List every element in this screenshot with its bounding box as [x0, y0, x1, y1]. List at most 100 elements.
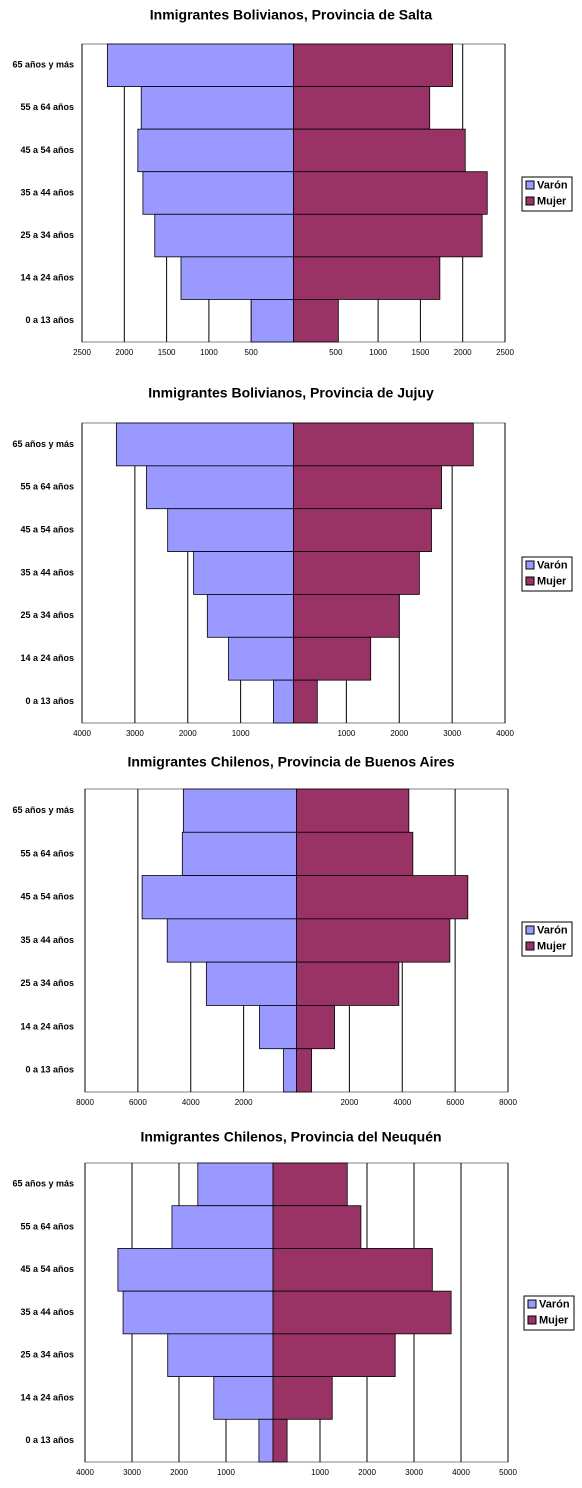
x-tick-label: 3000	[405, 1468, 423, 1477]
x-tick-label: 4000	[76, 1468, 94, 1477]
x-tick-label: 6000	[446, 1098, 464, 1107]
x-tick-label: 4000	[182, 1098, 200, 1107]
bar	[272, 1376, 333, 1420]
bar	[296, 875, 469, 920]
y-tick-label: 45 a 54 años	[20, 145, 74, 155]
bar	[293, 86, 431, 130]
legend-label: Mujer	[537, 575, 567, 587]
y-tick-label: 0 a 13 años	[25, 1435, 74, 1445]
bar	[293, 171, 488, 215]
y-tick-label: 45 a 54 años	[20, 525, 74, 535]
legend-label: Varón	[537, 179, 568, 191]
chart-title: Inmigrantes Chilenos, Provincia del Neuq…	[140, 1129, 441, 1145]
bar	[272, 1418, 288, 1463]
bar	[293, 508, 432, 552]
bar	[228, 636, 294, 681]
bar	[272, 1205, 362, 1249]
bar	[206, 594, 294, 638]
chart: Inmigrantes Chilenos, Provincia de Bueno…	[12, 754, 573, 1107]
legend-label: Varón	[537, 559, 568, 571]
y-tick-label: 14 a 24 años	[20, 273, 74, 283]
y-tick-label: 35 a 44 años	[20, 1307, 74, 1317]
bar	[272, 1248, 433, 1292]
y-tick-label: 0 a 13 años	[25, 1065, 74, 1075]
x-tick-label: 4000	[452, 1468, 470, 1477]
x-tick-label: 1000	[337, 729, 355, 738]
bar	[293, 465, 442, 510]
x-tick-label: 3000	[126, 729, 144, 738]
bar	[296, 788, 410, 833]
bar	[283, 1048, 297, 1093]
bar	[293, 636, 372, 681]
bar	[171, 1205, 274, 1249]
x-tick-label: 2000	[115, 348, 133, 357]
bar	[106, 43, 294, 87]
x-tick-label: 8000	[499, 1098, 517, 1107]
legend-box	[521, 176, 573, 212]
chart-title: Inmigrantes Chilenos, Provincia de Bueno…	[127, 754, 454, 770]
y-tick-label: 65 años y más	[12, 1179, 74, 1189]
bar	[213, 1376, 274, 1420]
legend-box	[521, 556, 573, 592]
y-tick-label: 55 a 64 años	[20, 1221, 74, 1231]
chart: Inmigrantes Chilenos, Provincia del Neuq…	[12, 1129, 575, 1477]
y-tick-label: 25 a 34 años	[20, 610, 74, 620]
x-tick-label: 2500	[73, 348, 91, 357]
x-tick-label: 1500	[158, 348, 176, 357]
y-tick-label: 35 a 44 años	[20, 187, 74, 197]
x-tick-label: 500	[245, 348, 259, 357]
x-tick-label: 1000	[200, 348, 218, 357]
bar	[115, 422, 294, 467]
y-tick-label: 35 a 44 años	[20, 935, 74, 945]
x-tick-label: 2000	[340, 1098, 358, 1107]
x-tick-label: 1000	[311, 1468, 329, 1477]
bar	[140, 86, 294, 130]
bar	[205, 961, 297, 1006]
chart: Inmigrantes Bolivianos, Provincia de Sal…	[12, 7, 573, 357]
x-tick-label: 1000	[369, 348, 387, 357]
y-tick-label: 25 a 34 años	[20, 978, 74, 988]
legend-swatch	[525, 941, 535, 951]
y-tick-label: 65 años y más	[12, 805, 74, 815]
legend-label: Mujer	[537, 195, 567, 207]
bar	[273, 679, 294, 724]
y-tick-label: 35 a 44 años	[20, 567, 74, 577]
bar	[146, 465, 294, 510]
bar	[167, 1333, 274, 1377]
bar	[293, 299, 339, 343]
legend-swatch	[525, 560, 535, 570]
bar	[193, 551, 294, 595]
y-tick-label: 14 a 24 años	[20, 653, 74, 663]
bar	[296, 1005, 335, 1050]
y-tick-label: 14 a 24 años	[20, 1021, 74, 1031]
x-tick-label: 1500	[412, 348, 430, 357]
legend-swatch	[525, 925, 535, 935]
y-tick-label: 55 a 64 años	[20, 482, 74, 492]
bar	[293, 256, 441, 300]
bar	[296, 831, 414, 876]
bar	[250, 299, 294, 343]
x-tick-label: 6000	[129, 1098, 147, 1107]
bar	[259, 1005, 297, 1050]
bar	[166, 918, 297, 963]
y-tick-label: 45 a 54 años	[20, 892, 74, 902]
legend-label: Varón	[539, 1298, 570, 1310]
bar	[142, 171, 294, 215]
x-tick-label: 4000	[393, 1098, 411, 1107]
y-tick-label: 25 a 34 años	[20, 1350, 74, 1360]
bar	[117, 1248, 274, 1292]
bar	[258, 1418, 274, 1463]
bar	[293, 679, 318, 724]
x-tick-label: 2000	[235, 1098, 253, 1107]
bar	[137, 128, 294, 173]
legend-swatch	[525, 180, 535, 190]
bar	[272, 1290, 452, 1335]
y-tick-label: 0 a 13 años	[25, 696, 74, 706]
y-tick-label: 45 a 54 años	[20, 1264, 74, 1274]
bar	[167, 508, 294, 552]
legend-label: Mujer	[537, 940, 567, 952]
x-tick-label: 2000	[454, 348, 472, 357]
bar	[296, 961, 400, 1006]
